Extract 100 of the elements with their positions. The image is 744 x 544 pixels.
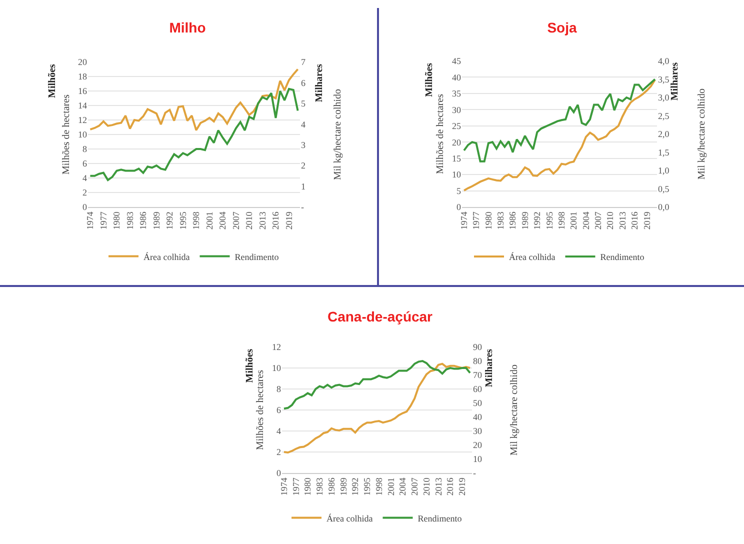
x-tick-label: 2019 <box>457 477 468 496</box>
line-series <box>89 68 299 132</box>
x-tick-label: 1980 <box>483 211 494 230</box>
y2-tick-label: 40 <box>473 412 482 422</box>
legend-label: Área colhida <box>326 513 373 524</box>
y-tick-label: 8 <box>82 144 88 154</box>
x-tick-label: 2016 <box>630 211 640 230</box>
x-tick-label: 2016 <box>445 477 456 496</box>
y2-tick-label: 3 <box>301 140 306 150</box>
y2-tick-label: 50 <box>473 398 482 408</box>
x-tick-label: 2013 <box>433 477 444 496</box>
y2-tick-label: 10 <box>473 454 482 464</box>
y2-tick-label: 30 <box>473 426 482 436</box>
y-tick-label: 45 <box>452 56 462 66</box>
x-tick-label: 1974 <box>458 211 469 230</box>
y2-tick-label: 80 <box>473 356 482 366</box>
y-tick-label: 25 <box>452 121 462 132</box>
text: Milhares <box>484 348 496 388</box>
x-tick-label: 1986 <box>138 211 148 230</box>
y2-tick-label: 2,0 <box>658 129 670 140</box>
y-tick-label: 10 <box>452 170 462 180</box>
legend-label: Área colhida <box>509 252 556 262</box>
line-series <box>89 88 299 182</box>
text: Milhares <box>670 62 681 101</box>
x-tick-label: 1995 <box>178 211 188 230</box>
x-tick-label: 2001 <box>204 212 214 230</box>
y-tick-label: 12 <box>78 115 87 126</box>
y-tick-label: 0 <box>456 202 462 212</box>
y-tick-label: 12 <box>272 342 281 352</box>
x-tick-label: 1992 <box>350 478 360 496</box>
x-tick-label: 2013 <box>617 211 628 230</box>
y-tick-label: 2 <box>82 188 87 198</box>
y2-tick-label: - <box>301 202 304 212</box>
line-series <box>463 78 656 192</box>
text: Milhões <box>424 62 435 97</box>
y2-tick-label: 0,0 <box>658 202 670 212</box>
y-tick-label: 40 <box>452 72 462 82</box>
chart-title: Cana-de-açúcar <box>327 308 434 325</box>
y-tick-label: 8 <box>276 384 282 394</box>
line-series <box>282 360 472 410</box>
chart-title: Milho <box>169 19 206 36</box>
x-tick-label: 2001 <box>568 212 579 230</box>
x-tick-label: 1986 <box>508 211 518 230</box>
legend-label: Área colhida <box>144 252 190 262</box>
x-tick-label: 1983 <box>314 477 325 496</box>
y-tick-label: 6 <box>276 405 282 416</box>
x-tick-label: 2010 <box>421 477 432 496</box>
y-tick-label: 16 <box>78 86 88 96</box>
y2-tick-label: 7 <box>301 57 306 68</box>
y-tick-label: 10 <box>272 363 282 374</box>
y-tick-label: 20 <box>452 137 462 148</box>
x-tick-label: 1983 <box>124 211 135 230</box>
y-axis-title: Milhões de hectares <box>435 94 446 174</box>
y-tick-label: 14 <box>78 100 88 111</box>
y2-tick-label: 2,5 <box>658 110 670 121</box>
y2-tick-label: 0,5 <box>658 184 670 194</box>
x-tick-label: 1977 <box>290 477 301 496</box>
legend-label: Rendimento <box>418 513 462 524</box>
y-tick-label: 4 <box>276 426 282 436</box>
y2-tick-label: 2 <box>301 160 306 171</box>
x-tick-label: 1986 <box>326 477 336 496</box>
x-tick-label: 2004 <box>218 211 228 230</box>
y2-tick-label: 90 <box>473 342 482 352</box>
x-tick-label: 1980 <box>302 477 313 496</box>
x-tick-label: 1974 <box>278 477 289 496</box>
x-tick-label: 1995 <box>362 477 372 496</box>
x-tick-label: 2010 <box>605 211 616 230</box>
x-tick-label: 2004 <box>580 211 591 230</box>
y2-tick-label: 3,5 <box>658 74 670 84</box>
x-tick-label: 2001 <box>386 478 396 496</box>
y2-tick-label: - <box>473 468 476 478</box>
y-tick-label: 30 <box>452 104 462 115</box>
x-tick-label: 2010 <box>244 211 254 230</box>
y-axis-title: Milhões de hectares <box>255 370 266 450</box>
y-tick-label: 0 <box>276 468 282 478</box>
line-series <box>463 78 656 162</box>
text: Milhões <box>46 64 58 98</box>
text: Milhões <box>244 348 256 383</box>
chart-title: Soja <box>547 19 577 36</box>
y2-tick-label: 1,0 <box>658 166 670 176</box>
y2-tick-label: 4 <box>301 119 306 130</box>
x-tick-label: 1983 <box>496 211 506 230</box>
x-tick-label: 1998 <box>374 477 384 496</box>
y2-tick-label: 5 <box>301 98 306 109</box>
text: Milhares <box>314 64 326 102</box>
x-tick-label: 1980 <box>112 211 122 230</box>
x-tick-label: 1992 <box>164 212 175 230</box>
y-tick-label: 35 <box>452 88 462 99</box>
x-tick-label: 2007 <box>230 211 241 230</box>
x-tick-label: 1992 <box>532 212 542 230</box>
y-tick-label: 18 <box>78 72 88 82</box>
y-tick-label: 6 <box>82 158 88 169</box>
x-tick-label: 2016 <box>270 211 281 230</box>
x-tick-label: 1989 <box>151 211 162 230</box>
x-tick-label: 1998 <box>191 211 202 230</box>
x-tick-label: 1977 <box>98 211 108 230</box>
y2-tick-label: 3,0 <box>658 92 670 103</box>
x-tick-label: 1989 <box>520 211 530 230</box>
x-tick-label: 1989 <box>338 477 348 496</box>
y2-tick-label: 6 <box>301 78 306 88</box>
